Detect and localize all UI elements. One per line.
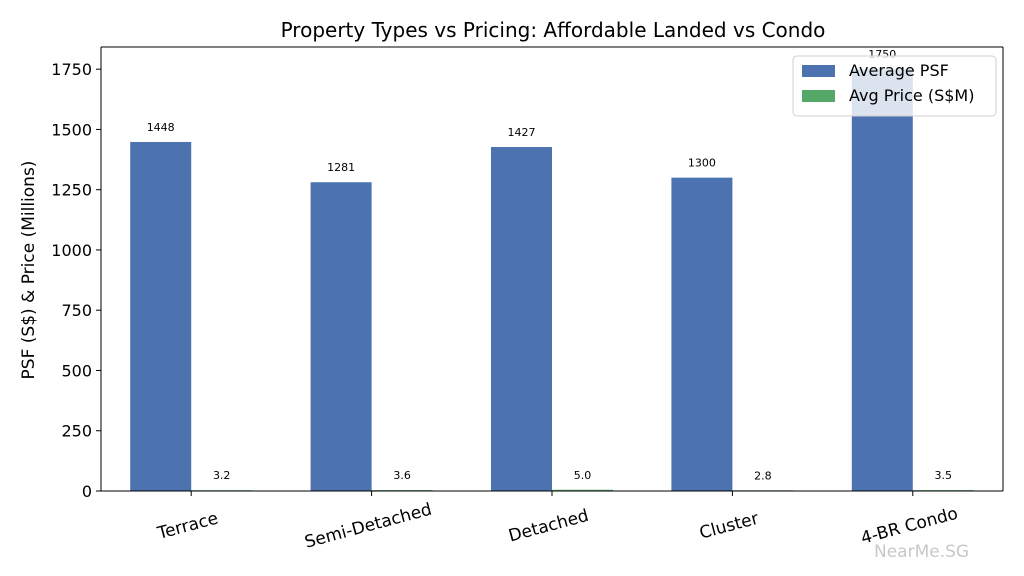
y-tick-label: 1250 bbox=[51, 181, 92, 200]
bar-price-2 bbox=[552, 489, 613, 491]
bar-psf-1 bbox=[310, 182, 372, 491]
data-label: 3.2 bbox=[213, 469, 231, 482]
x-tick-label: Semi-Detached bbox=[303, 500, 434, 553]
data-label: 1448 bbox=[147, 121, 175, 134]
data-label: 5.0 bbox=[574, 469, 592, 482]
data-label: 1281 bbox=[327, 161, 355, 174]
y-tick-label: 1000 bbox=[51, 241, 92, 260]
y-tick-label: 1750 bbox=[51, 60, 92, 79]
legend-box bbox=[792, 55, 997, 117]
bar-psf-3 bbox=[671, 177, 733, 491]
legend: Average PSF Avg Price (S$M) bbox=[792, 55, 997, 117]
y-tick-label: 750 bbox=[61, 301, 92, 320]
y-tick-label: 0 bbox=[82, 482, 92, 501]
bar-psf-4 bbox=[851, 69, 913, 491]
chart-title: Property Types vs Pricing: Affordable La… bbox=[281, 18, 826, 42]
plot-area: 1448 1281 1427 1300 1750 3.2 3.6 5.0 2.8 3.5 0 250 5… bbox=[51, 46, 1004, 553]
bar-psf-2 bbox=[491, 147, 552, 491]
data-label: 2.8 bbox=[754, 469, 772, 482]
legend-swatch-psf bbox=[802, 65, 835, 77]
y-tick-label: 1500 bbox=[51, 120, 92, 139]
y-tick-label: 500 bbox=[61, 361, 92, 380]
watermark: NearMe.SG bbox=[874, 542, 970, 562]
x-tick-label: Terrace bbox=[154, 509, 220, 545]
legend-label: Avg Price (S$M) bbox=[849, 86, 974, 105]
data-label: 3.6 bbox=[393, 469, 411, 482]
x-tick-label: Cluster bbox=[697, 509, 760, 544]
y-axis-label: PSF (S$) & Price (Millions) bbox=[19, 161, 39, 380]
bar-psf-0 bbox=[130, 141, 192, 491]
data-label: 3.5 bbox=[935, 469, 953, 482]
x-tick-label: Detached bbox=[507, 506, 591, 547]
data-label: 1300 bbox=[688, 157, 716, 170]
y-tick-label: 250 bbox=[61, 422, 92, 441]
data-label: 1427 bbox=[508, 126, 536, 139]
legend-swatch-price bbox=[802, 90, 835, 102]
legend-label: Average PSF bbox=[849, 61, 949, 80]
